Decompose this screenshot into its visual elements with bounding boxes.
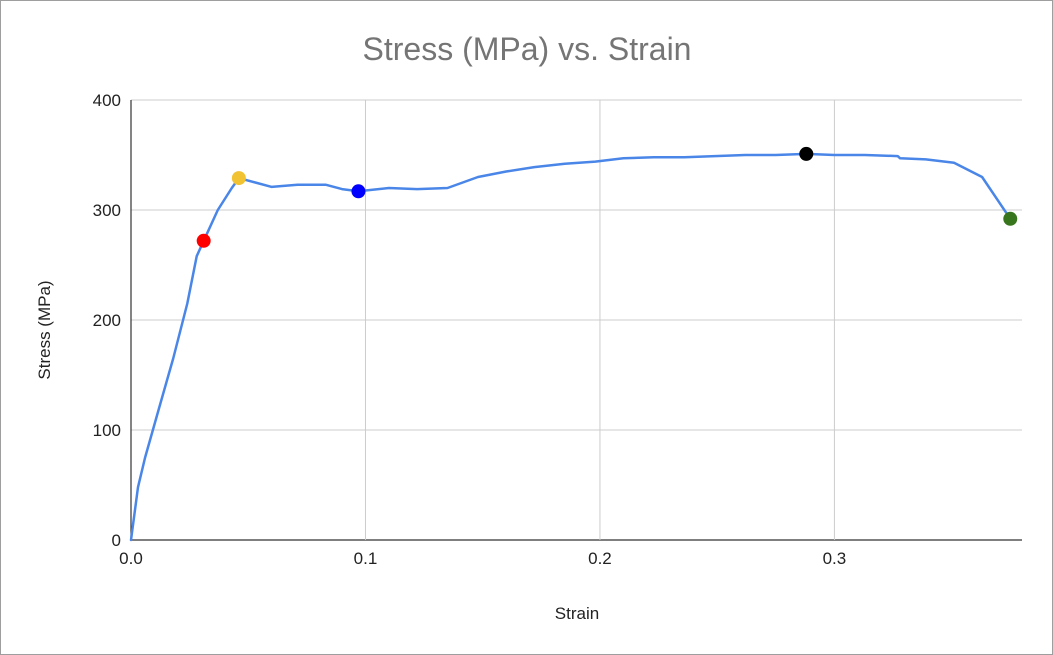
y-tick-label: 100 [93,421,121,440]
data-point-marker [1003,211,1018,226]
y-axis-ticks: 0 100 200 300 400 [93,91,121,550]
x-tick-label: 0.1 [354,549,378,568]
y-tick-label: 0 [112,531,121,550]
y-tick-label: 400 [93,91,121,110]
x-axis-ticks: 0.0 0.1 0.2 0.3 [119,549,846,568]
x-axis-label: Strain [555,604,599,623]
data-point-marker [196,233,211,248]
series-layer [129,152,1012,542]
x-tick-label: 0.2 [588,549,612,568]
gridlines [130,99,1022,541]
chart-title: Stress (MPa) vs. Strain [363,31,692,67]
x-tick-label: 0.3 [823,549,847,568]
y-axis-label: Stress (MPa) [35,280,54,379]
markers-layer [196,146,1018,248]
data-point-marker [799,146,814,161]
y-tick-label: 300 [93,201,121,220]
y-tick-label: 200 [93,311,121,330]
series-line [129,152,1012,542]
data-point-marker [231,171,246,186]
data-point-marker [351,184,366,199]
x-tick-label: 0.0 [119,549,143,568]
